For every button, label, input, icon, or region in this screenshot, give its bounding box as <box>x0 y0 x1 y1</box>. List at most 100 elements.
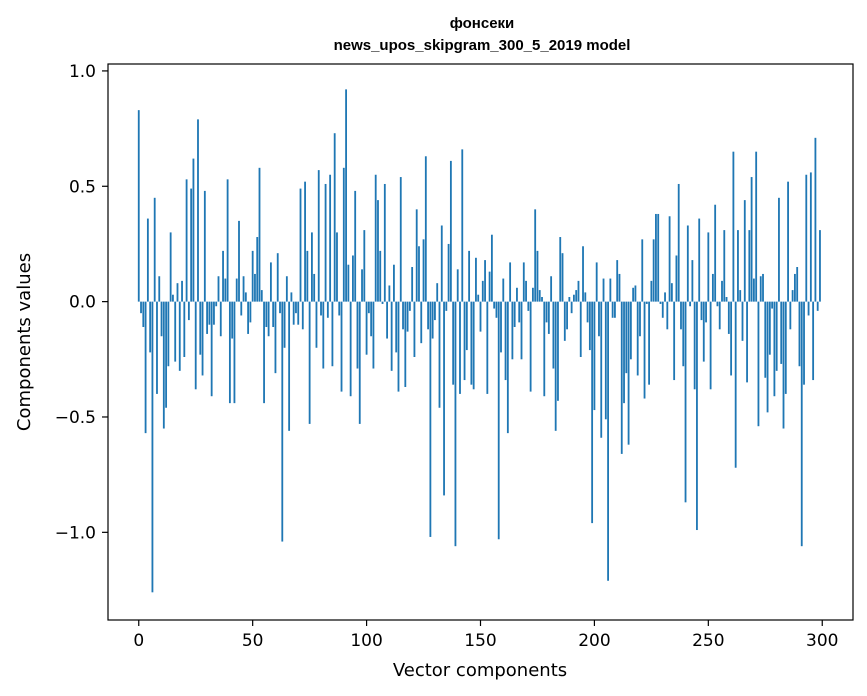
bar-component-206 <box>607 301 609 581</box>
bar-component-270 <box>752 278 755 302</box>
bar-component-60 <box>274 301 277 374</box>
bar-component-180 <box>547 301 550 334</box>
bar-component-228 <box>657 213 660 302</box>
bar-component-220 <box>639 301 641 337</box>
bar-component-261 <box>732 151 735 302</box>
bar-component-2 <box>142 301 145 328</box>
bar-component-174 <box>534 209 537 302</box>
bar-component-111 <box>390 301 393 371</box>
bar-component-208 <box>611 301 614 318</box>
bar-component-62 <box>279 301 281 314</box>
bar-component-48 <box>247 301 250 334</box>
bar-component-96 <box>356 301 359 369</box>
bar-component-242 <box>689 301 692 307</box>
bar-component-221 <box>641 239 644 302</box>
bar-component-61 <box>276 253 279 302</box>
x-tick-label: 200 <box>578 631 610 651</box>
bar-component-72 <box>301 301 304 330</box>
bar-component-215 <box>627 301 630 445</box>
bar-component-280 <box>775 301 778 371</box>
bar-component-28 <box>201 301 204 376</box>
bar-component-36 <box>219 301 222 337</box>
bar-component-143 <box>463 301 466 381</box>
bar-component-134 <box>443 301 445 496</box>
bar-component-177 <box>541 297 543 302</box>
bar-component-30 <box>206 301 209 334</box>
bar-component-296 <box>812 301 815 381</box>
bar-component-6 <box>151 301 154 593</box>
bar-component-12 <box>165 301 168 408</box>
bar-component-291 <box>800 301 803 547</box>
bar-component-273 <box>759 276 762 302</box>
bar-component-85 <box>331 301 334 367</box>
y-axis-ticks: 1.0 0.5 0.0 −0.5 −1.0 <box>55 62 108 543</box>
bar-component-106 <box>379 250 382 302</box>
bar-component-236 <box>675 255 678 302</box>
bar-component-41 <box>231 301 234 339</box>
bar-component-19 <box>181 280 183 302</box>
bar-component-277 <box>768 301 771 355</box>
bar-component-51 <box>254 273 256 302</box>
bar-component-295 <box>809 172 812 302</box>
bar-component-65 <box>285 276 288 302</box>
bar-component-260 <box>730 301 733 376</box>
bar-component-114 <box>397 301 400 392</box>
bar-component-262 <box>734 301 737 468</box>
bar-component-11 <box>162 301 165 429</box>
bar-component-269 <box>750 177 753 302</box>
bar-component-166 <box>516 287 518 302</box>
bar-component-292 <box>803 301 805 385</box>
bar-component-241 <box>686 225 689 302</box>
bar-component-83 <box>326 301 329 318</box>
bar-component-168 <box>520 301 523 360</box>
x-tick-label: 0 <box>133 631 144 651</box>
bar-component-294 <box>807 301 810 316</box>
bar-component-34 <box>215 301 218 307</box>
bar-component-240 <box>684 301 687 503</box>
bar-component-119 <box>408 301 411 311</box>
bar-component-3 <box>144 301 147 434</box>
bar-component-190 <box>570 301 573 314</box>
bar-component-153 <box>486 301 489 394</box>
bar-component-78 <box>315 301 318 348</box>
bar-component-91 <box>345 89 347 302</box>
bar-component-20 <box>183 301 186 357</box>
bar-component-207 <box>609 278 612 302</box>
bar-component-178 <box>543 301 546 397</box>
bar-component-21 <box>185 179 188 302</box>
bar-component-43 <box>235 278 238 302</box>
bar-component-98 <box>361 269 363 302</box>
bar-component-249 <box>705 301 707 323</box>
bar-component-284 <box>784 301 787 394</box>
bar-component-75 <box>308 301 311 424</box>
bar-component-116 <box>402 301 404 330</box>
bars-group <box>137 89 821 593</box>
bar-component-57 <box>267 301 270 337</box>
bar-component-15 <box>172 294 174 302</box>
bar-component-253 <box>714 204 717 302</box>
bar-component-286 <box>789 301 792 330</box>
bar-component-222 <box>643 301 646 399</box>
x-axis-ticks: 0 50 100 150 200 250 300 <box>133 620 838 651</box>
bar-component-108 <box>383 183 386 302</box>
bar-component-107 <box>381 301 384 304</box>
bar-component-238 <box>680 301 682 330</box>
bar-component-94 <box>352 255 354 302</box>
bar-component-209 <box>614 301 616 318</box>
bar-component-205 <box>604 301 607 420</box>
bar-component-183 <box>554 301 557 431</box>
bar-component-244 <box>693 301 696 390</box>
bar-component-66 <box>288 301 291 431</box>
chart-title-line1: фонсеки <box>450 15 515 32</box>
bar-component-247 <box>700 301 703 321</box>
bar-component-231 <box>664 292 666 302</box>
bar-component-17 <box>176 283 179 302</box>
bar-component-255 <box>718 301 721 330</box>
bar-component-151 <box>481 280 484 302</box>
bar-component-24 <box>192 158 195 302</box>
bar-component-49 <box>249 301 252 323</box>
bar-component-102 <box>370 301 373 337</box>
bar-component-202 <box>598 301 600 337</box>
y-tick-label: 0.0 <box>69 293 96 313</box>
bar-component-218 <box>634 285 637 302</box>
